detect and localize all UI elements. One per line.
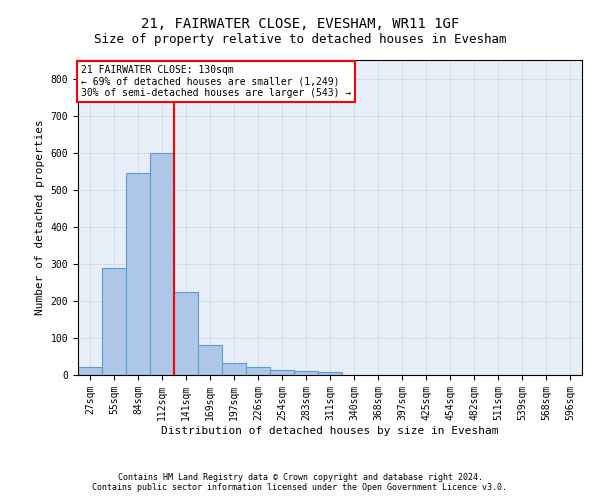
Bar xyxy=(222,363,246,375)
Bar xyxy=(318,372,342,375)
Bar xyxy=(78,367,102,375)
Bar xyxy=(246,367,270,375)
X-axis label: Distribution of detached houses by size in Evesham: Distribution of detached houses by size … xyxy=(161,426,499,436)
Bar xyxy=(126,173,150,375)
Text: 21 FAIRWATER CLOSE: 130sqm
← 69% of detached houses are smaller (1,249)
30% of s: 21 FAIRWATER CLOSE: 130sqm ← 69% of deta… xyxy=(80,64,351,98)
Text: Contains HM Land Registry data © Crown copyright and database right 2024.
Contai: Contains HM Land Registry data © Crown c… xyxy=(92,473,508,492)
Bar xyxy=(198,346,222,375)
Y-axis label: Number of detached properties: Number of detached properties xyxy=(35,120,45,316)
Bar xyxy=(150,152,174,375)
Text: Size of property relative to detached houses in Evesham: Size of property relative to detached ho… xyxy=(94,32,506,46)
Bar xyxy=(294,372,318,375)
Bar xyxy=(270,370,294,375)
Bar xyxy=(102,268,126,375)
Bar xyxy=(174,292,198,375)
Text: 21, FAIRWATER CLOSE, EVESHAM, WR11 1GF: 21, FAIRWATER CLOSE, EVESHAM, WR11 1GF xyxy=(141,18,459,32)
